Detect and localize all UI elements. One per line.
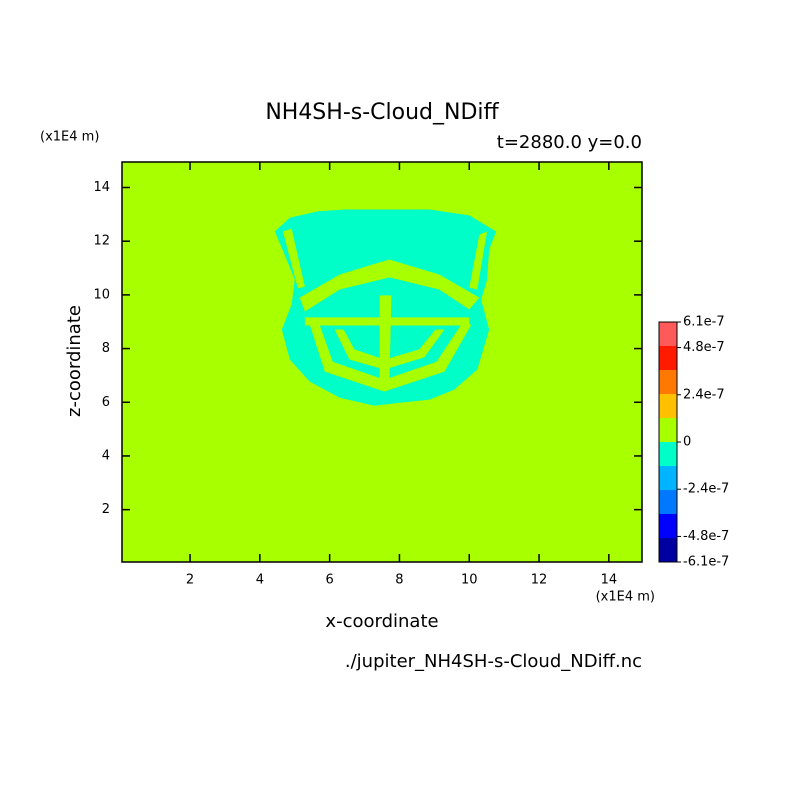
contour-region (304, 317, 470, 326)
colorbar-bin (659, 466, 677, 490)
plot-frame (121, 161, 643, 563)
y-tick-label: 14 (93, 180, 110, 195)
contour-region (469, 231, 488, 290)
x-tick-label: 12 (531, 573, 548, 588)
y-tick-label: 4 (102, 448, 110, 463)
colorbar-bin (659, 514, 677, 538)
x-tick-label: 14 (601, 573, 618, 588)
y-tick-label: 2 (102, 502, 110, 517)
x-tick-label: 6 (326, 573, 334, 588)
contour-region (282, 228, 305, 289)
source-file: ./jupiter_NH4SH-s-Cloud_NDiff.nc (345, 651, 642, 672)
colorbar-bin (659, 418, 677, 442)
colorbar-tick-label: 2.4e-7 (683, 387, 725, 402)
contour-region (309, 324, 472, 392)
chart-subtitle: t=2880.0 y=0.0 (497, 132, 642, 153)
y-tick-label: 12 (93, 234, 110, 249)
colorbar-tick-label: 0 (683, 435, 691, 450)
colorbar-bin (659, 442, 677, 466)
x-axis-label: x-coordinate (325, 611, 438, 632)
colorbar-bin (659, 346, 677, 370)
x-tick-label: 10 (461, 573, 478, 588)
colorbar-tick-label: 4.8e-7 (683, 340, 725, 355)
chart-title: NH4SH-s-Cloud_NDiff (265, 100, 499, 125)
contour-region (334, 329, 445, 370)
colorbar-bin (659, 322, 677, 346)
colorbar-bin (659, 394, 677, 418)
contour-region (299, 259, 480, 312)
colorbar-bin (659, 538, 677, 562)
colorbar-tick-label: -2.4e-7 (683, 482, 729, 497)
x-tick-label: 8 (395, 573, 403, 588)
colorbar-tick-label: -6.1e-7 (683, 555, 729, 570)
colorbar-tick-label: 6.1e-7 (683, 315, 725, 330)
x-tick-label: 2 (186, 573, 194, 588)
y-unit: (x1E4 m) (40, 130, 99, 145)
colorbar-bin (659, 490, 677, 514)
y-tick-label: 8 (102, 341, 110, 356)
colorbar-bin (659, 370, 677, 394)
x-tick-label: 4 (256, 573, 264, 588)
contour-region (379, 295, 392, 385)
colorbar-tick-label: -4.8e-7 (683, 529, 729, 544)
x-unit: (x1E4 m) (596, 590, 655, 605)
y-tick-label: 10 (93, 287, 110, 302)
y-tick-label: 6 (102, 395, 110, 410)
y-axis-label: z-coordinate (64, 305, 85, 417)
